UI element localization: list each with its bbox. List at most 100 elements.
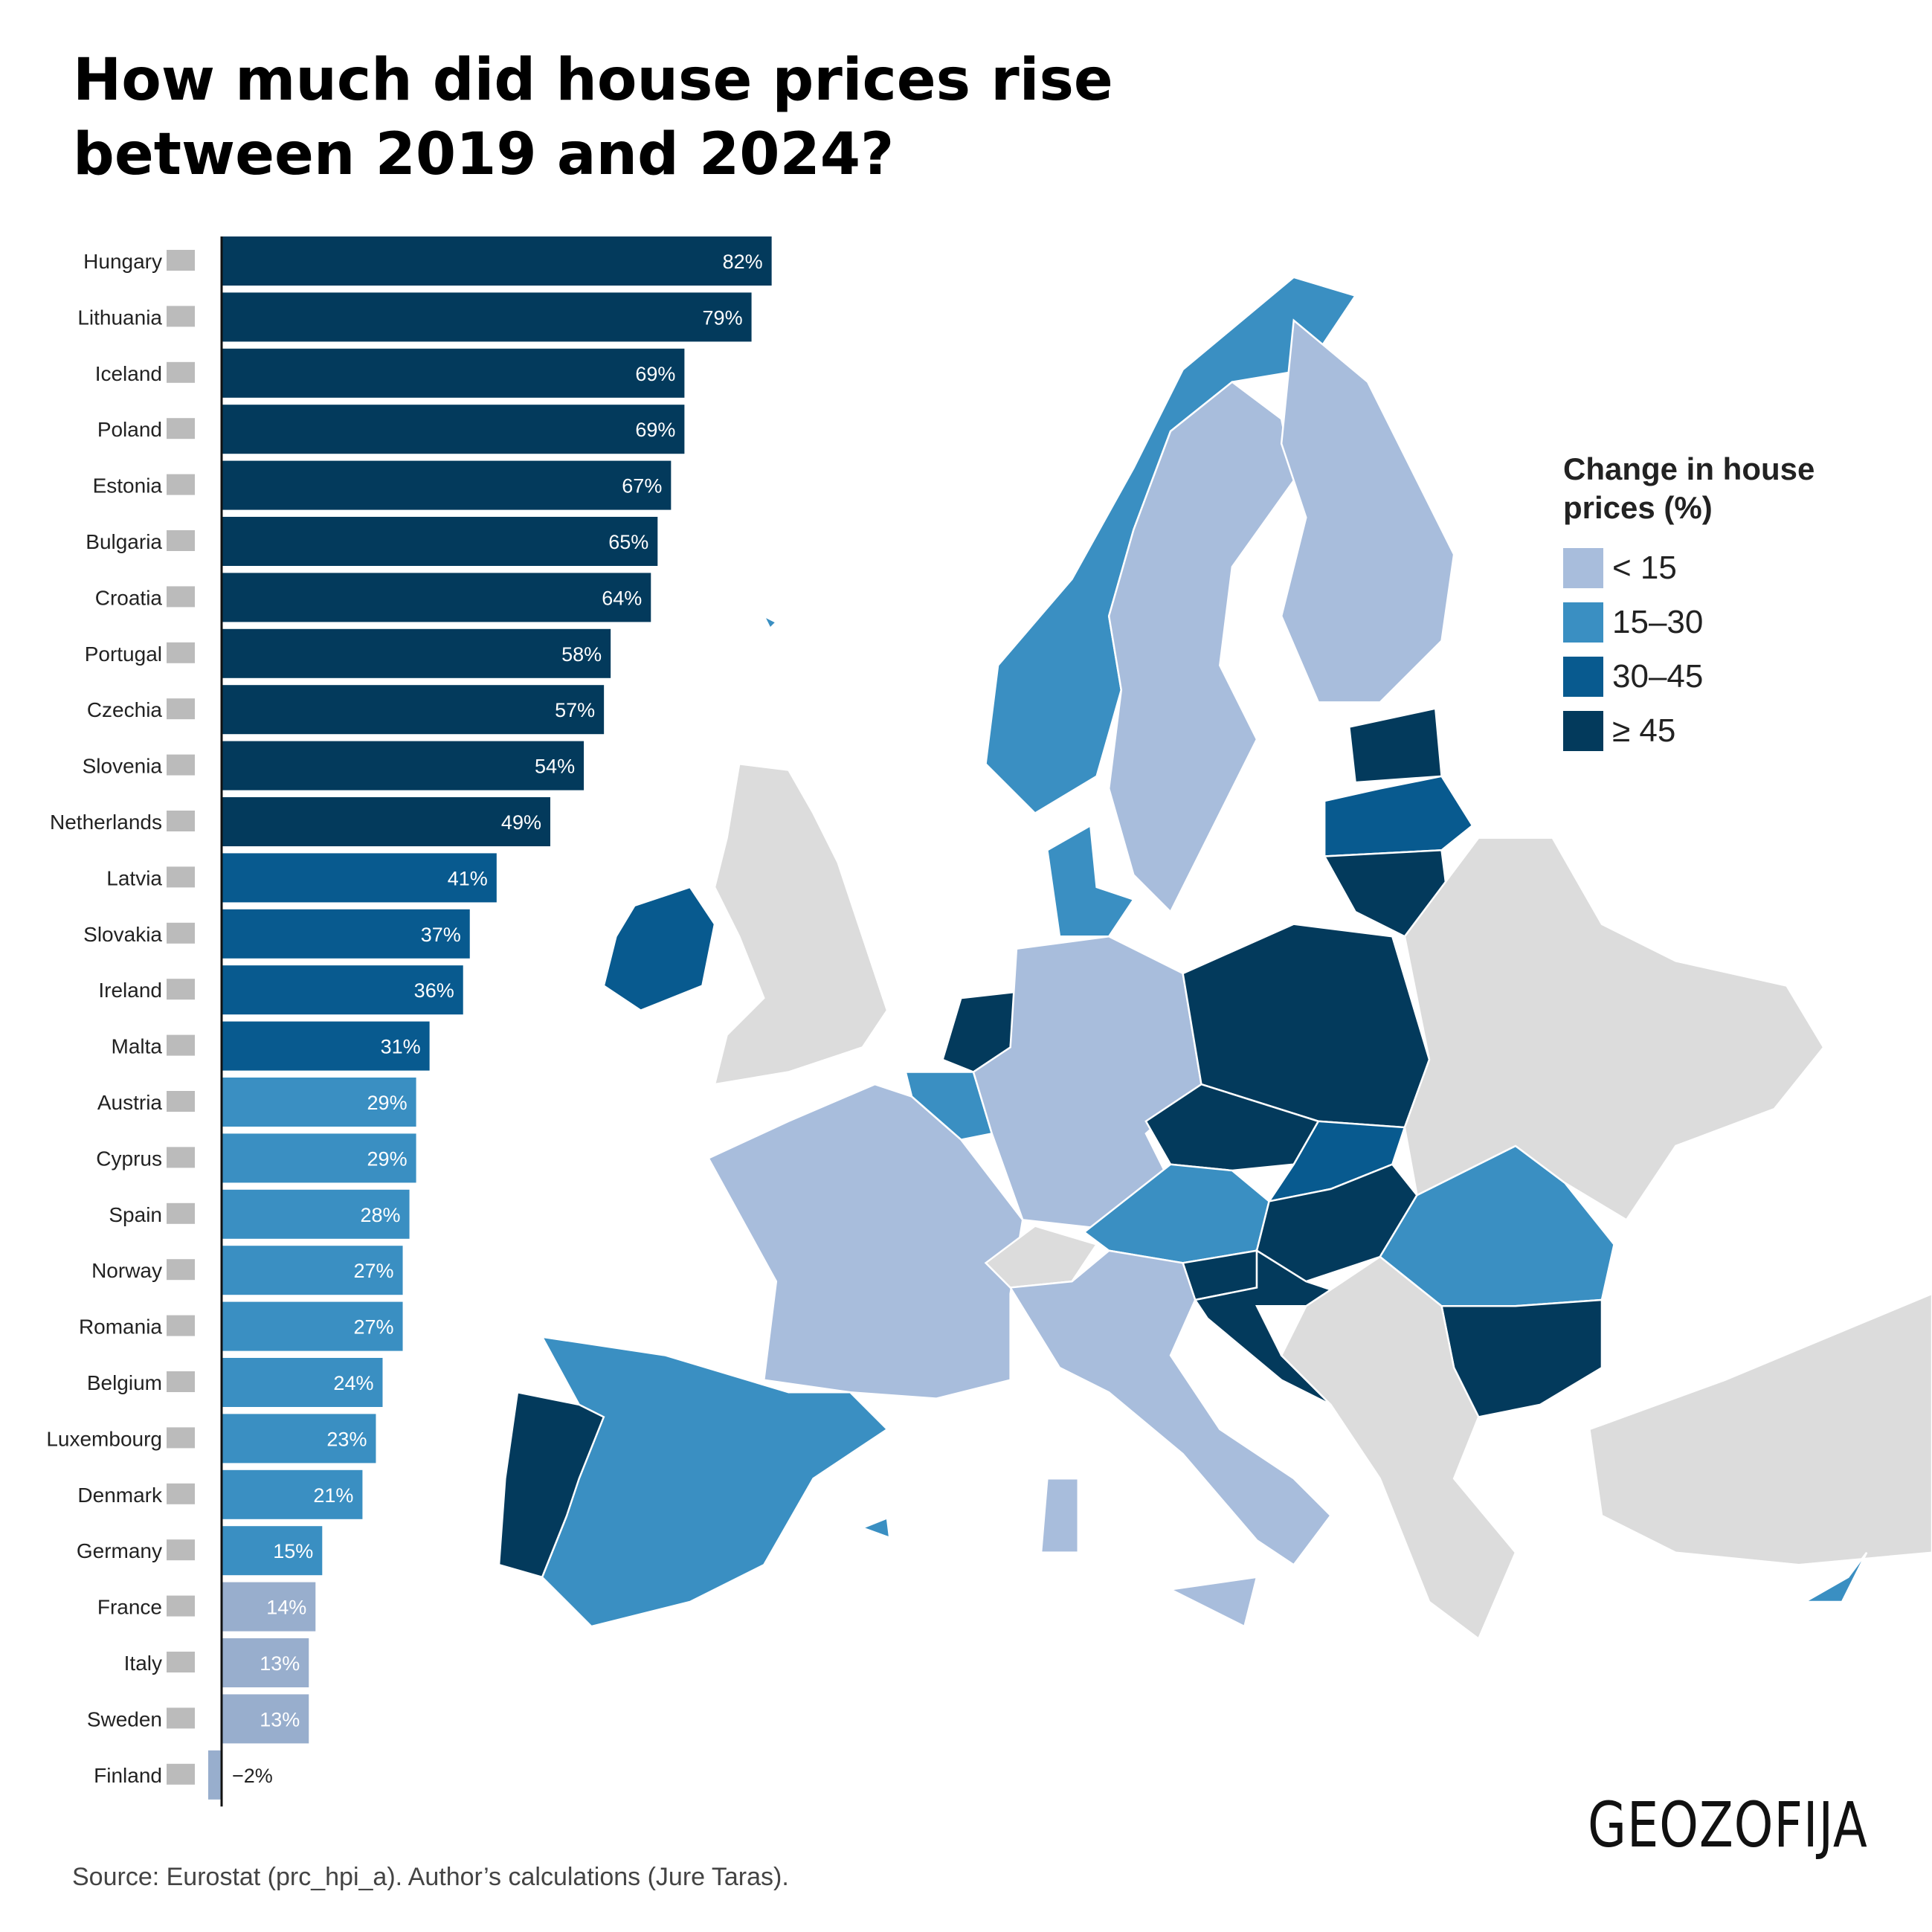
category-label: Spain (109, 1203, 162, 1226)
category-label: Sweden (87, 1707, 162, 1730)
category-label: Netherlands (50, 811, 162, 834)
legend-item: ≥ 45 (1563, 703, 1815, 758)
value-label: 15% (273, 1540, 313, 1562)
bar-czechia (222, 685, 605, 735)
flag-icon (167, 866, 195, 888)
flag-icon (167, 474, 195, 495)
flag-icon (167, 642, 195, 663)
bar-lithuania (222, 292, 752, 342)
category-label: Slovenia (83, 755, 163, 778)
legend-item: < 15 (1563, 541, 1815, 595)
flag-icon (167, 1315, 195, 1336)
value-label: 29% (367, 1147, 408, 1170)
bar-luxembourg (222, 1414, 376, 1464)
map-turkey (1588, 1292, 1932, 1566)
legend-title: Change in house prices (%) (1563, 450, 1815, 527)
category-label: Portugal (85, 643, 162, 666)
map-finland (1280, 318, 1455, 703)
bar-spain (222, 1189, 410, 1239)
bar-germany (222, 1526, 323, 1576)
value-label: 64% (602, 587, 642, 609)
value-label: 14% (266, 1597, 306, 1619)
bar-iceland (222, 348, 685, 398)
value-label: 13% (260, 1708, 300, 1730)
category-label: France (97, 1596, 162, 1619)
bar-belgium (222, 1358, 383, 1407)
category-label: Ireland (98, 979, 162, 1002)
legend: Change in house prices (%) < 15 15–30 30–… (1563, 450, 1815, 758)
source-note: Source: Eurostat (prc_hpi_a). Author’s c… (72, 1863, 789, 1891)
value-label: 23% (326, 1428, 367, 1450)
category-label: Belgium (87, 1371, 162, 1394)
flag-icon (167, 1539, 195, 1561)
map-belgium (904, 1071, 994, 1141)
category-label: Denmark (77, 1484, 163, 1507)
value-label: 82% (723, 251, 763, 273)
legend-item: 30–45 (1563, 649, 1815, 703)
value-label: 69% (635, 419, 675, 441)
value-label: 65% (608, 531, 648, 553)
value-label: 13% (260, 1652, 300, 1675)
map-denmark (1046, 824, 1136, 938)
map-france (706, 1083, 1024, 1400)
bar-bulgaria (222, 517, 658, 566)
category-label: Luxembourg (46, 1427, 162, 1450)
legend-title-line-2: prices (%) (1563, 490, 1713, 525)
value-label: 29% (367, 1092, 408, 1114)
bar-hungary (222, 236, 772, 286)
legend-swatch (1563, 656, 1603, 697)
flag-icon (167, 1034, 195, 1056)
legend-title-line-1: Change in house (1563, 451, 1815, 486)
map-balkans (1280, 1255, 1517, 1640)
map-sardinia (1040, 1478, 1080, 1553)
page-title: How much did house prices rise between 20… (73, 43, 1113, 192)
category-label: Austria (97, 1091, 163, 1114)
category-label: Italy (124, 1652, 162, 1675)
category-label: Iceland (95, 362, 162, 385)
bar-netherlands (222, 797, 550, 846)
category-label: Finland (94, 1764, 162, 1787)
value-label: 67% (622, 475, 662, 498)
flag-icon (167, 922, 195, 944)
category-label: Czechia (87, 698, 163, 721)
bar-france (222, 1582, 316, 1632)
category-label: Poland (97, 418, 162, 441)
map-sicily (1167, 1576, 1258, 1628)
value-label: 27% (353, 1260, 393, 1282)
bar-slovakia (222, 909, 470, 959)
bar-poland (222, 405, 685, 454)
map-norway (985, 276, 1357, 815)
legend-label: < 15 (1612, 549, 1677, 586)
bar-cyprus (222, 1133, 416, 1183)
value-label: 36% (414, 979, 454, 1002)
map-uk (713, 762, 889, 1086)
flag-icon (167, 754, 195, 776)
flag-icon (167, 586, 195, 608)
bar-denmark (222, 1469, 363, 1519)
value-label: 27% (353, 1316, 393, 1339)
value-label: 49% (501, 811, 541, 834)
bar-croatia (222, 573, 651, 622)
category-label: Cyprus (96, 1147, 162, 1170)
category-label: Romania (79, 1316, 162, 1339)
flag-icon (167, 811, 195, 831)
category-label: Hungary (83, 250, 162, 273)
value-label: 31% (381, 1036, 421, 1058)
value-label: 41% (448, 867, 488, 889)
flag-icon (167, 1259, 195, 1281)
map-italy (1008, 1249, 1333, 1566)
value-label: 28% (361, 1204, 401, 1226)
legend-swatch (1563, 710, 1603, 751)
category-label: Malta (112, 1035, 163, 1058)
flag-icon (167, 418, 195, 439)
flag-icon (167, 1483, 195, 1504)
bar-finland (207, 1750, 222, 1800)
map-switzerland (984, 1225, 1098, 1289)
bar-italy (222, 1638, 309, 1687)
flag-icon (167, 361, 195, 383)
bar-portugal (222, 628, 611, 678)
category-label: Bulgaria (86, 530, 162, 553)
flag-icon (167, 1147, 195, 1168)
